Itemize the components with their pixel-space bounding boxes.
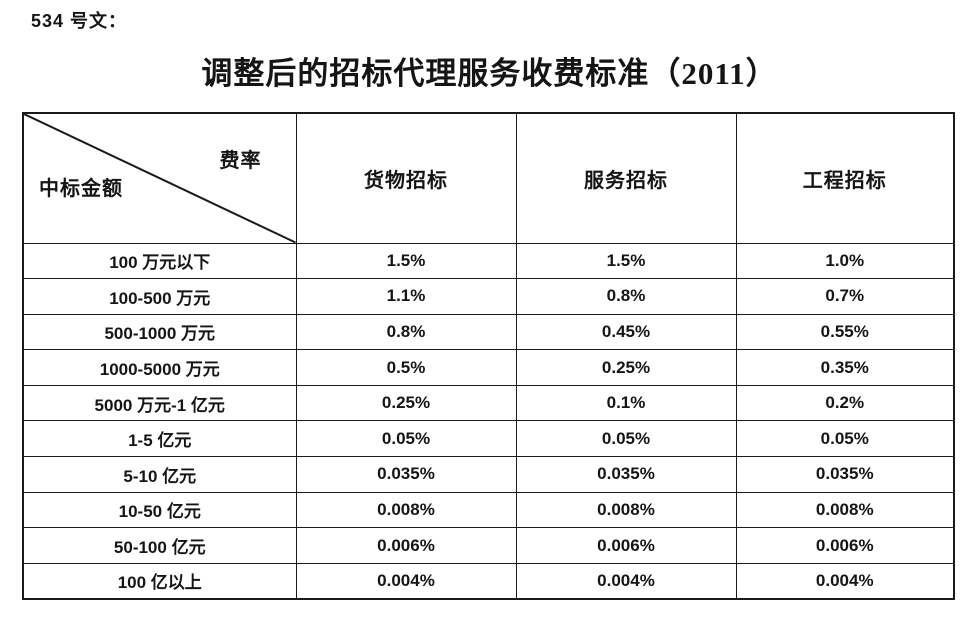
rate-cell: 0.35% — [735, 349, 955, 386]
rate-cell: 0.8% — [295, 313, 517, 351]
table-row: 100 亿以上 0.004% 0.004% 0.004% — [22, 562, 955, 600]
rate-cell: 0.008% — [295, 491, 517, 529]
amount-cell: 5000 万元-1 亿元 — [22, 384, 297, 422]
rate-cell: 0.1% — [515, 384, 737, 422]
rate-cell: 0.006% — [735, 527, 955, 564]
rate-cell: 0.7% — [735, 278, 955, 315]
rate-cell: 0.55% — [735, 313, 955, 351]
rate-cell: 0.035% — [735, 456, 955, 493]
table-row: 5000 万元-1 亿元 0.25% 0.1% 0.2% — [22, 384, 955, 422]
rate-cell: 0.006% — [515, 527, 737, 564]
table-row: 500-1000 万元 0.8% 0.45% 0.55% — [22, 313, 955, 351]
table-header-row: 费率 中标金额 货物招标 服务招标 工程招标 — [22, 112, 955, 244]
rate-cell: 0.05% — [735, 420, 955, 458]
rate-cell: 0.008% — [735, 491, 955, 529]
rate-cell: 1.5% — [515, 242, 737, 280]
amount-cell: 1-5 亿元 — [22, 420, 297, 458]
fee-rate-table: 费率 中标金额 货物招标 服务招标 工程招标 100 万元以下 1.5% 1.5… — [22, 112, 955, 600]
rate-cell: 0.035% — [295, 456, 517, 493]
rate-cell: 1.0% — [735, 242, 955, 280]
amount-cell: 100 万元以下 — [22, 242, 297, 280]
rate-cell: 0.004% — [295, 562, 517, 600]
amount-cell: 500-1000 万元 — [22, 313, 297, 351]
diagonal-divider — [24, 114, 296, 243]
rate-cell: 0.5% — [295, 349, 517, 386]
corner-header-cell: 费率 中标金额 — [22, 112, 297, 244]
amount-cell: 10-50 亿元 — [22, 491, 297, 529]
column-header-engineering: 工程招标 — [735, 112, 955, 244]
document-number-label: 534 号文： — [31, 11, 128, 31]
rate-cell: 0.035% — [515, 456, 737, 493]
page-title: 调整后的招标代理服务收费标准（2011） — [201, 56, 778, 91]
table-body: 100 万元以下 1.5% 1.5% 1.0% 100-500 万元 1.1% … — [22, 242, 955, 600]
rate-cell: 0.2% — [735, 384, 955, 422]
table-row: 50-100 亿元 0.006% 0.006% 0.006% — [22, 527, 955, 564]
rate-cell: 0.05% — [295, 420, 517, 458]
amount-cell: 50-100 亿元 — [22, 527, 297, 564]
rate-cell: 0.006% — [295, 527, 517, 564]
rate-cell: 1.1% — [295, 278, 517, 315]
rate-cell: 0.05% — [515, 420, 737, 458]
amount-cell: 1000-5000 万元 — [22, 349, 297, 386]
table-row: 1000-5000 万元 0.5% 0.25% 0.35% — [22, 349, 955, 386]
corner-label-rate: 费率 — [219, 150, 262, 172]
rate-cell: 1.5% — [295, 242, 517, 280]
rate-cell: 0.8% — [515, 278, 737, 315]
amount-cell: 100 亿以上 — [22, 562, 297, 600]
table-row: 10-50 亿元 0.008% 0.008% 0.008% — [22, 491, 955, 529]
rate-cell: 0.004% — [515, 562, 737, 600]
table-row: 1-5 亿元 0.05% 0.05% 0.05% — [22, 420, 955, 458]
rate-cell: 0.004% — [735, 562, 955, 600]
table-row: 100-500 万元 1.1% 0.8% 0.7% — [22, 278, 955, 315]
rate-cell: 0.25% — [295, 384, 517, 422]
column-header-goods: 货物招标 — [295, 112, 517, 244]
corner-label-amount: 中标金额 — [39, 178, 123, 200]
rate-cell: 0.45% — [515, 313, 737, 351]
table-row: 100 万元以下 1.5% 1.5% 1.0% — [22, 242, 955, 280]
amount-cell: 100-500 万元 — [22, 278, 297, 315]
column-header-services: 服务招标 — [515, 112, 737, 244]
rate-cell: 0.25% — [515, 349, 737, 386]
rate-cell: 0.008% — [515, 491, 737, 529]
table-row: 5-10 亿元 0.035% 0.035% 0.035% — [22, 456, 955, 493]
amount-cell: 5-10 亿元 — [22, 456, 297, 493]
